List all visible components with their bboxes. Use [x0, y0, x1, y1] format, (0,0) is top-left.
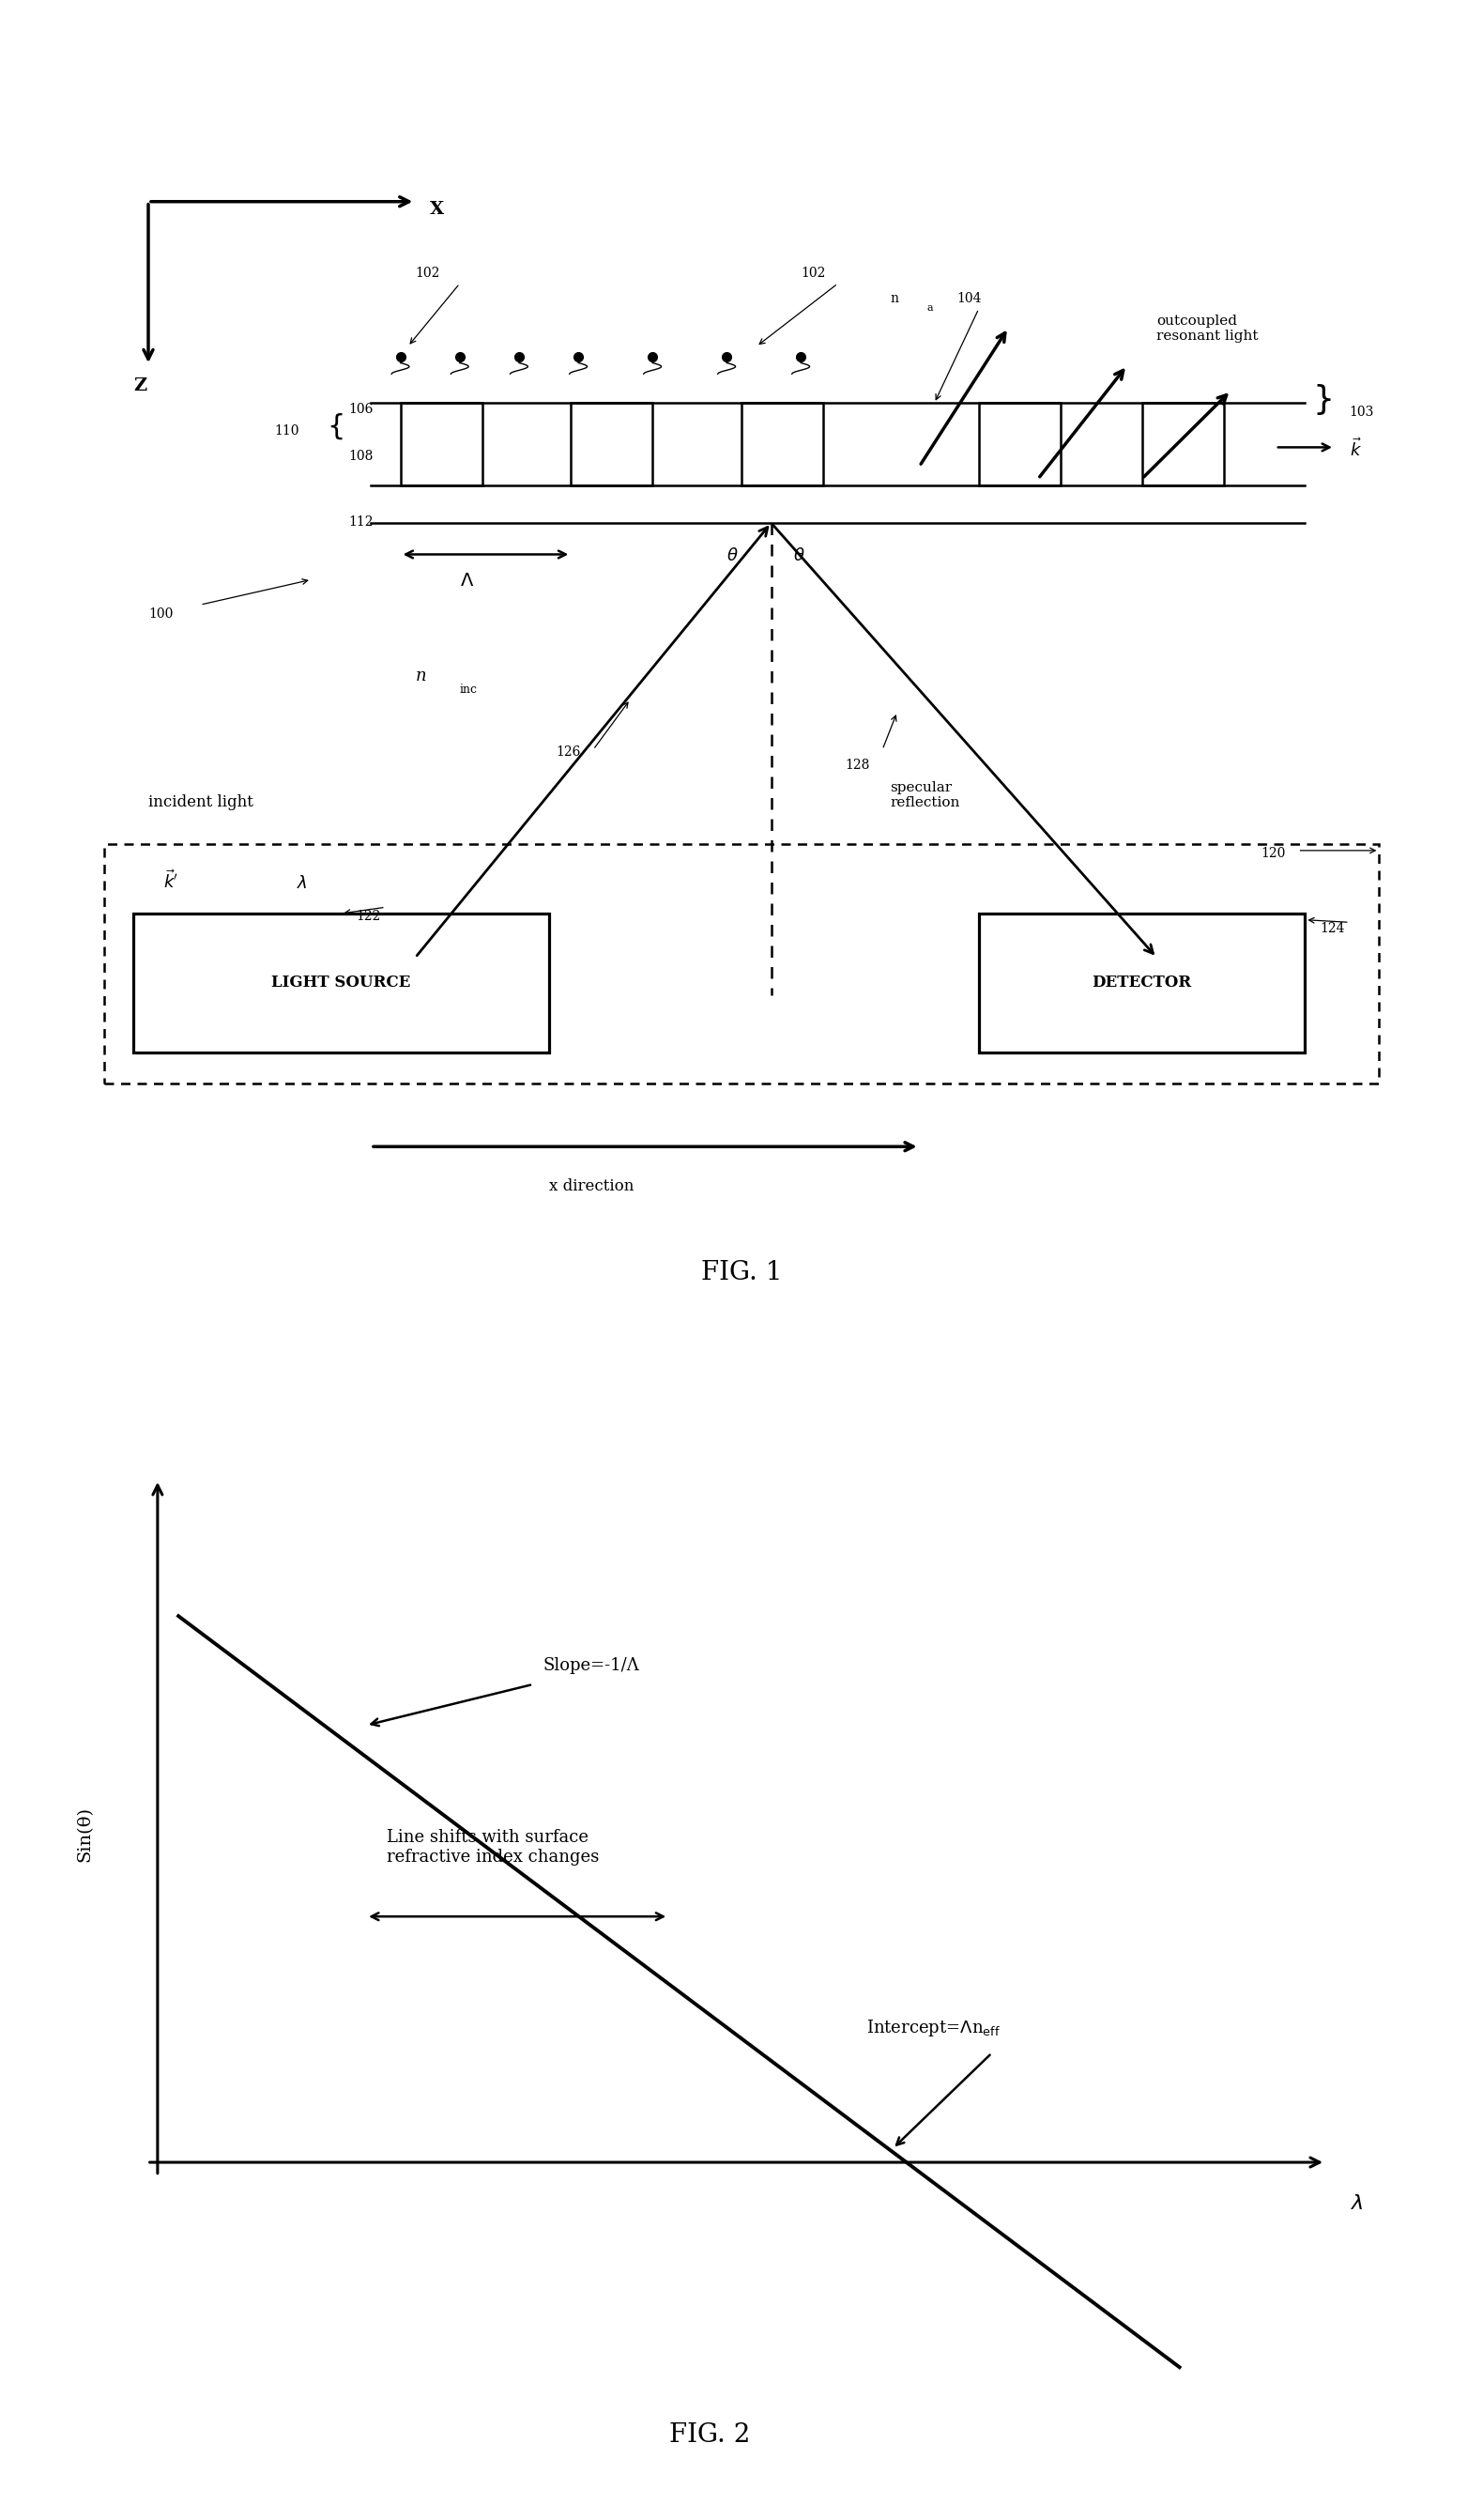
Bar: [400, 403, 482, 484]
Text: 100: 100: [148, 607, 174, 620]
Text: $\theta$: $\theta$: [793, 547, 805, 564]
Text: Line shifts with surface
refractive index changes: Line shifts with surface refractive inde…: [387, 1830, 599, 1865]
Text: FIG. 2: FIG. 2: [670, 2422, 750, 2447]
Text: inc: inc: [460, 683, 478, 696]
Text: 124: 124: [1320, 922, 1345, 935]
Text: FIG. 1: FIG. 1: [701, 1260, 782, 1285]
Text: $\Lambda$: $\Lambda$: [460, 572, 475, 590]
Text: 106: 106: [349, 403, 374, 416]
FancyBboxPatch shape: [104, 844, 1379, 1084]
Text: Slope=-1/Λ: Slope=-1/Λ: [543, 1658, 639, 1673]
Text: incident light: incident light: [148, 794, 254, 809]
Text: 122: 122: [356, 910, 381, 922]
Text: $\lambda$: $\lambda$: [297, 874, 307, 892]
Text: Z: Z: [133, 378, 147, 393]
Text: 102: 102: [801, 267, 826, 280]
Text: $\}$: $\}$: [1312, 383, 1332, 416]
Text: $\theta$: $\theta$: [727, 547, 739, 564]
Text: DETECTOR: DETECTOR: [1091, 975, 1192, 990]
Bar: [742, 403, 823, 484]
Text: x direction: x direction: [549, 1179, 633, 1194]
Text: specular
reflection: specular reflection: [890, 781, 960, 809]
Text: Sin(θ): Sin(θ): [76, 1807, 93, 1862]
Bar: [133, 915, 549, 1053]
Text: 128: 128: [845, 759, 871, 771]
Text: 102: 102: [415, 267, 440, 280]
Text: $\lambda$: $\lambda$: [1350, 2192, 1363, 2213]
Text: n: n: [890, 292, 899, 305]
Text: 112: 112: [349, 514, 374, 529]
Text: $\vec{k}'$: $\vec{k}'$: [163, 869, 178, 892]
Text: a: a: [927, 305, 933, 312]
Text: 126: 126: [556, 746, 581, 759]
Text: 120: 120: [1261, 847, 1286, 859]
Bar: [979, 915, 1305, 1053]
Text: X: X: [430, 202, 445, 217]
Text: outcoupled
resonant light: outcoupled resonant light: [1157, 315, 1259, 343]
Bar: [979, 403, 1060, 484]
Text: 104: 104: [957, 292, 982, 305]
Text: LIGHT SOURCE: LIGHT SOURCE: [271, 975, 411, 990]
Text: 103: 103: [1350, 406, 1375, 418]
Bar: [571, 403, 653, 484]
Text: $\vec{k}$: $\vec{k}$: [1350, 438, 1361, 459]
Bar: [1142, 403, 1223, 484]
Text: 110: 110: [274, 423, 300, 438]
Text: 108: 108: [349, 449, 374, 464]
Text: Intercept=$\Lambda$n$_{\mathrm{eff}}$: Intercept=$\Lambda$n$_{\mathrm{eff}}$: [866, 2019, 1001, 2039]
Text: $\{$: $\{$: [326, 411, 343, 441]
Text: n: n: [415, 668, 426, 683]
